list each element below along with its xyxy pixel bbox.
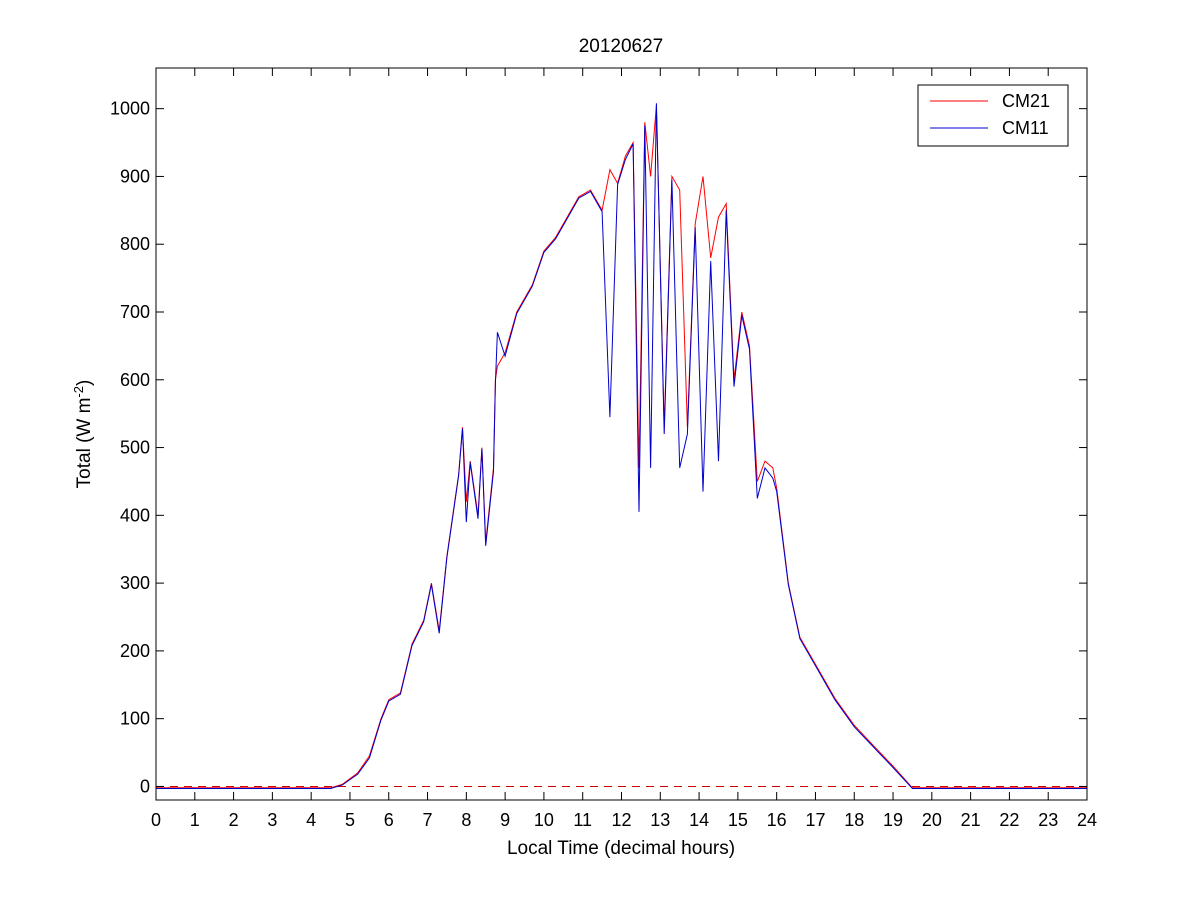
y-axis-label-superscript: -2: [71, 386, 86, 398]
x-tick-label: 7: [423, 810, 433, 830]
x-tick-label: 14: [689, 810, 709, 830]
x-tick-label: 15: [728, 810, 748, 830]
y-tick-label: 1000: [110, 99, 150, 119]
y-tick-label: 0: [140, 776, 150, 796]
y-tick-label: 600: [120, 370, 150, 390]
y-tick-label: 500: [120, 438, 150, 458]
legend: CM21 CM11: [917, 84, 1069, 147]
y-axis-label: Total (W m-2): [71, 380, 95, 489]
y-axis-label-close: ): [74, 380, 95, 386]
x-tick-label: 22: [999, 810, 1019, 830]
y-tick-label: 100: [120, 709, 150, 729]
series-line-cm11: [156, 103, 1087, 789]
x-tick-label: 3: [267, 810, 277, 830]
x-tick-label: 18: [844, 810, 864, 830]
x-tick-label: 11: [573, 810, 592, 830]
y-tick-label: 400: [120, 505, 150, 525]
y-tick-label: 800: [120, 234, 150, 254]
x-tick-labels: 0 1 2 3 4 5 6 7 8 9 10 11 12 13 14 15 16 17 18 19 20 21 22 23 24: [151, 810, 1097, 830]
x-tick-label: 20: [922, 810, 942, 830]
x-tick-label: 16: [767, 810, 787, 830]
plot-background: [156, 68, 1087, 800]
x-tick-label: 6: [384, 810, 394, 830]
y-tick-label: 200: [120, 641, 150, 661]
y-axis-label-main: Total (W m: [74, 398, 95, 489]
legend-label-cm11: CM11: [1002, 118, 1049, 138]
x-tick-label: 23: [1038, 810, 1058, 830]
x-tick-label: 0: [151, 810, 161, 830]
x-tick-label: 19: [883, 810, 903, 830]
x-tick-label: 21: [961, 810, 981, 830]
x-tick-label: 8: [461, 810, 471, 830]
series-layer: [156, 103, 1087, 789]
x-tick-label: 9: [500, 810, 510, 830]
y-tick-label: 700: [120, 302, 150, 322]
x-tick-label: 12: [611, 810, 631, 830]
x-tick-label: 1: [190, 810, 200, 830]
x-tick-label: 13: [650, 810, 670, 830]
y-tick-label: 900: [120, 166, 150, 186]
legend-label-cm21: CM21: [1002, 91, 1050, 111]
x-tick-label: 5: [345, 810, 355, 830]
x-tick-label: 24: [1077, 810, 1097, 830]
y-tick-labels: 0 100 200 300 400 500 600 700 800 900 1000: [110, 99, 150, 797]
y-tick-label: 300: [120, 573, 150, 593]
tick-layer: [155, 68, 1088, 800]
chart-title: 20120627: [579, 36, 664, 57]
x-tick-label: 17: [805, 810, 825, 830]
legend-box: [917, 84, 1069, 147]
x-tick-label: 4: [306, 810, 316, 830]
x-axis-label: Local Time (decimal hours): [507, 838, 735, 859]
x-tick-label: 2: [229, 810, 239, 830]
x-tick-label: 10: [534, 810, 554, 830]
